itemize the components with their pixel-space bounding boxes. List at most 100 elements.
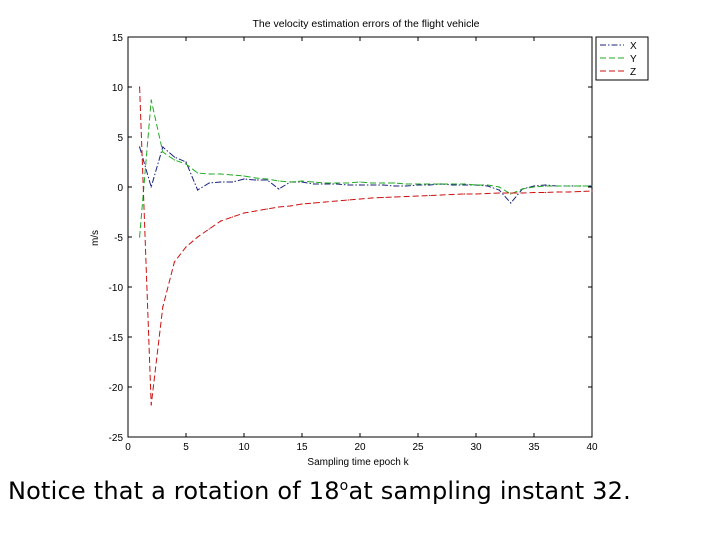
data-point-z bbox=[463, 193, 465, 195]
data-point-y bbox=[185, 163, 187, 165]
data-point-z bbox=[429, 194, 431, 197]
data-point-x bbox=[185, 161, 187, 163]
data-point-y bbox=[162, 151, 164, 153]
data-point-x bbox=[382, 184, 384, 186]
data-point-z bbox=[243, 212, 245, 214]
data-point-z bbox=[405, 195, 407, 198]
data-point-z bbox=[220, 220, 222, 222]
x-tick-label: 30 bbox=[470, 442, 482, 453]
data-point-z bbox=[289, 205, 291, 207]
y-tick-label: -25 bbox=[109, 433, 124, 444]
data-point-z bbox=[162, 306, 164, 308]
data-point-x bbox=[405, 185, 407, 187]
data-point-y bbox=[452, 183, 454, 185]
caption: Notice that a rotation of 18oat sampling… bbox=[8, 477, 720, 505]
data-point-z bbox=[336, 200, 338, 202]
data-point-x bbox=[545, 184, 547, 186]
data-point-z bbox=[231, 216, 233, 218]
data-point-x bbox=[463, 184, 465, 186]
legend-label-x: X bbox=[630, 41, 637, 52]
legend-label-y: Y bbox=[630, 54, 637, 65]
y-axis-label: m/s bbox=[90, 230, 101, 246]
data-point-y bbox=[510, 193, 512, 195]
data-point-y bbox=[498, 186, 500, 188]
data-point-z bbox=[301, 203, 303, 205]
data-point-y bbox=[220, 173, 222, 175]
x-tick-label: 35 bbox=[528, 442, 540, 453]
data-point-y bbox=[463, 183, 465, 185]
data-point-x bbox=[487, 185, 489, 187]
data-point-y bbox=[347, 182, 349, 184]
data-point-y bbox=[266, 178, 268, 180]
y-tick-label: 10 bbox=[112, 83, 124, 94]
data-point-y bbox=[324, 182, 326, 184]
data-point-x bbox=[220, 181, 222, 183]
data-point-x bbox=[371, 184, 373, 186]
data-point-x bbox=[231, 181, 233, 183]
data-point-x bbox=[394, 185, 396, 187]
y-tick-label: -20 bbox=[109, 383, 124, 394]
data-point-z bbox=[173, 261, 175, 263]
data-point-z bbox=[197, 236, 199, 238]
y-tick-label: 0 bbox=[117, 183, 123, 194]
data-point-z bbox=[324, 201, 326, 203]
data-point-z bbox=[440, 194, 442, 196]
data-point-y bbox=[568, 185, 570, 187]
data-point-y bbox=[579, 185, 582, 187]
data-point-x bbox=[266, 179, 268, 181]
data-point-z bbox=[521, 192, 524, 194]
velocity-error-chart: The velocity estimation errors of the fl… bbox=[90, 18, 649, 468]
data-point-z bbox=[382, 196, 384, 199]
series-line-y bbox=[139, 99, 592, 238]
y-tick-label: -10 bbox=[109, 283, 124, 294]
data-point-x bbox=[336, 183, 338, 185]
data-point-x bbox=[324, 183, 326, 185]
data-point-y bbox=[533, 186, 535, 188]
data-point-y bbox=[545, 185, 547, 187]
data-point-x bbox=[301, 181, 303, 183]
data-point-z bbox=[591, 190, 593, 192]
data-point-x bbox=[150, 186, 152, 188]
data-point-z bbox=[579, 190, 582, 193]
data-point-x bbox=[278, 188, 280, 190]
y-tick-label: -15 bbox=[109, 333, 124, 344]
data-point-x bbox=[208, 182, 210, 184]
series-line-z bbox=[139, 86, 593, 406]
y-tick-label: 15 bbox=[112, 33, 124, 44]
data-point-z bbox=[394, 196, 396, 198]
data-point-y bbox=[394, 182, 396, 184]
data-point-x bbox=[417, 184, 419, 186]
data-point-x bbox=[510, 202, 512, 204]
data-point-z bbox=[278, 206, 280, 208]
legend: XYZ bbox=[595, 36, 649, 81]
chart-title: The velocity estimation errors of the fl… bbox=[252, 18, 479, 30]
data-point-y bbox=[521, 188, 524, 190]
data-point-z bbox=[510, 192, 512, 194]
data-point-x bbox=[243, 178, 245, 180]
data-point-y bbox=[139, 236, 141, 238]
data-point-y bbox=[556, 185, 558, 187]
data-point-x bbox=[173, 156, 175, 158]
data-point-y bbox=[429, 183, 431, 185]
data-point-z bbox=[208, 228, 210, 230]
data-point-x bbox=[255, 179, 257, 181]
data-point-z bbox=[266, 208, 268, 210]
data-point-x bbox=[452, 184, 454, 186]
caption-degree-symbol: o bbox=[339, 478, 349, 494]
y-tick-label: 5 bbox=[117, 133, 123, 144]
data-point-y bbox=[405, 183, 407, 185]
y-tick-label: -5 bbox=[114, 233, 123, 244]
data-point-x bbox=[347, 184, 349, 186]
caption-text-after: at sampling instant 32. bbox=[348, 477, 631, 505]
data-point-y bbox=[336, 182, 338, 184]
data-point-z bbox=[545, 191, 547, 194]
data-point-z bbox=[475, 193, 477, 195]
data-point-y bbox=[417, 183, 419, 185]
data-point-x bbox=[162, 146, 164, 148]
data-point-y bbox=[359, 181, 361, 183]
data-point-y bbox=[208, 173, 210, 175]
data-point-x bbox=[139, 146, 141, 148]
data-point-x bbox=[313, 183, 315, 185]
data-point-y bbox=[231, 174, 233, 176]
data-point-x bbox=[197, 189, 199, 191]
